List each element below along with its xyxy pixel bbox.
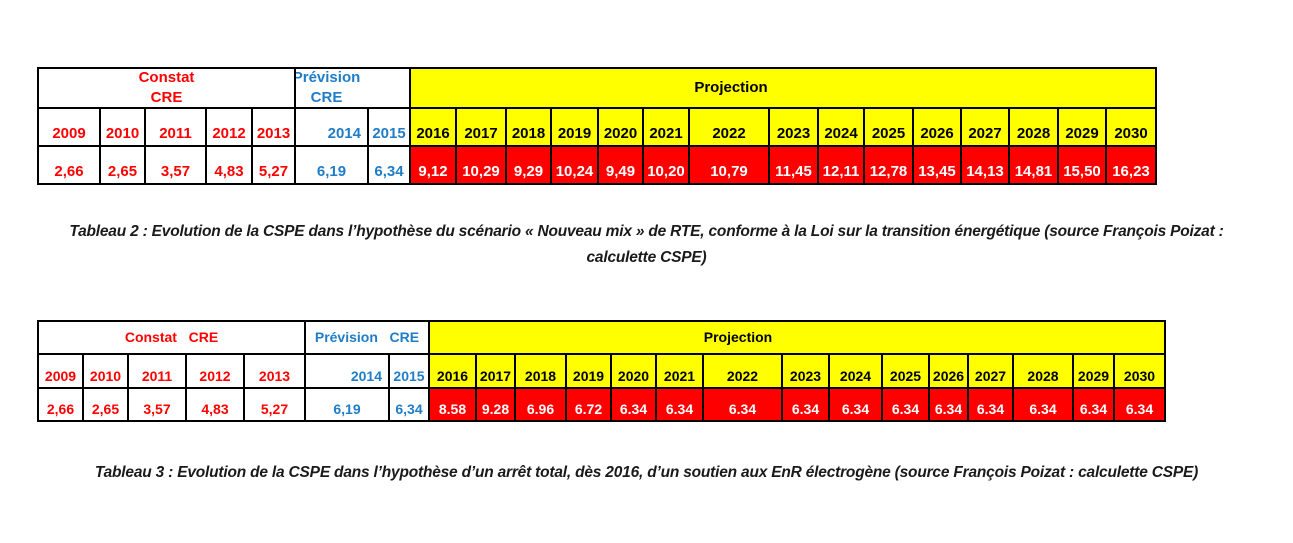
year-cell: 2010 [99,107,144,145]
value-cell: 6.34 [610,387,655,420]
year-cell: 2019 [550,107,597,145]
constat-cre-header: Constat CRE [37,320,304,353]
year-cell: 2021 [642,107,688,145]
year-cell: 2023 [768,107,817,145]
value-cell: 10,24 [550,145,597,183]
value-cell: 6,34 [388,387,428,420]
value-cell: 9,49 [597,145,642,183]
value-cell: 6.34 [1012,387,1072,420]
year-cell: 2027 [960,107,1008,145]
year-cell: 2010 [82,353,127,387]
value-cell: 12,11 [817,145,863,183]
year-cell: 2015 [367,107,409,145]
year-cell: 2026 [928,353,967,387]
year-cell: 2027 [967,353,1012,387]
year-cell: 2022 [688,107,768,145]
year-cell: 2011 [144,107,205,145]
value-cell: 6.34 [967,387,1012,420]
value-cell: 6.34 [1072,387,1113,420]
year-cell: 2025 [881,353,928,387]
year-cell: 2026 [912,107,960,145]
value-cell: 6.34 [828,387,881,420]
value-cell: 9,29 [505,145,550,183]
year-cell: 2020 [610,353,655,387]
year-cell: 2018 [514,353,565,387]
value-cell: 9.28 [475,387,514,420]
year-cell: 2013 [251,107,294,145]
year-cell: 2028 [1012,353,1072,387]
value-cell: 10,79 [688,145,768,183]
tableau-3-caption: Tableau 3 : Evolution de la CSPE dans l’… [94,463,1199,481]
value-cell: 10,20 [642,145,688,183]
value-cell: 13,45 [912,145,960,183]
value-cell: 3,57 [144,145,205,183]
year-cell: 2016 [428,353,475,387]
year-cell: 2015 [388,353,428,387]
value-cell: 6.96 [514,387,565,420]
tableau-3-table: Constat CRE Prévision CRE Projection 200… [37,320,1166,422]
value-cell: 2,65 [82,387,127,420]
year-cell: 2024 [828,353,881,387]
tableau-2-caption: Tableau 2 : Evolution de la CSPE dans l’… [69,222,1224,266]
year-cell: 2009 [37,107,99,145]
value-cell: 16,23 [1105,145,1155,183]
year-cell: 2018 [505,107,550,145]
year-cell: 2012 [185,353,243,387]
value-cell: 6,19 [304,387,388,420]
value-cell: 6,34 [367,145,409,183]
projection-header: Projection [409,67,1155,107]
year-cell: 2024 [817,107,863,145]
year-cell: 2014 [304,353,388,387]
year-cell: 2029 [1072,353,1113,387]
value-cell: 6.72 [565,387,610,420]
value-cell: 5,27 [243,387,304,420]
value-cell: 3,57 [127,387,185,420]
year-cell: 2012 [205,107,251,145]
value-cell: 6.34 [702,387,781,420]
value-cell: 4,83 [185,387,243,420]
prevision-cre-header: Prévision CRE [304,320,428,353]
prevision-cre-header: Prévision CRE [294,67,409,107]
value-cell: 6.34 [881,387,928,420]
value-cell: 14,81 [1008,145,1057,183]
year-cell: 2020 [597,107,642,145]
year-cell: 2025 [863,107,912,145]
constat-cre-header: Constat CRE [37,67,294,107]
value-cell: 5,27 [251,145,294,183]
year-cell: 2014 [294,107,367,145]
year-cell: 2019 [565,353,610,387]
projection-header: Projection [428,320,1164,353]
year-cell: 2021 [655,353,702,387]
tableau-2-table: Constat CRE Prévision CRE Projection 200… [37,67,1157,185]
value-cell: 6.34 [1113,387,1164,420]
year-cell: 2030 [1113,353,1164,387]
value-cell: 6.34 [781,387,828,420]
year-cell: 2011 [127,353,185,387]
year-cell: 2017 [455,107,505,145]
year-cell: 2029 [1057,107,1105,145]
year-cell: 2023 [781,353,828,387]
value-cell: 6,19 [294,145,367,183]
value-cell: 10,29 [455,145,505,183]
value-cell: 6.34 [928,387,967,420]
year-cell: 2009 [37,353,82,387]
value-cell: 11,45 [768,145,817,183]
year-cell: 2016 [409,107,455,145]
value-cell: 2,66 [37,387,82,420]
value-cell: 12,78 [863,145,912,183]
value-cell: 9,12 [409,145,455,183]
value-cell: 8.58 [428,387,475,420]
value-cell: 15,50 [1057,145,1105,183]
value-cell: 6.34 [655,387,702,420]
value-cell: 14,13 [960,145,1008,183]
year-cell: 2022 [702,353,781,387]
year-cell: 2030 [1105,107,1155,145]
value-cell: 2,65 [99,145,144,183]
value-cell: 4,83 [205,145,251,183]
year-cell: 2013 [243,353,304,387]
value-cell: 2,66 [37,145,99,183]
year-cell: 2017 [475,353,514,387]
year-cell: 2028 [1008,107,1057,145]
